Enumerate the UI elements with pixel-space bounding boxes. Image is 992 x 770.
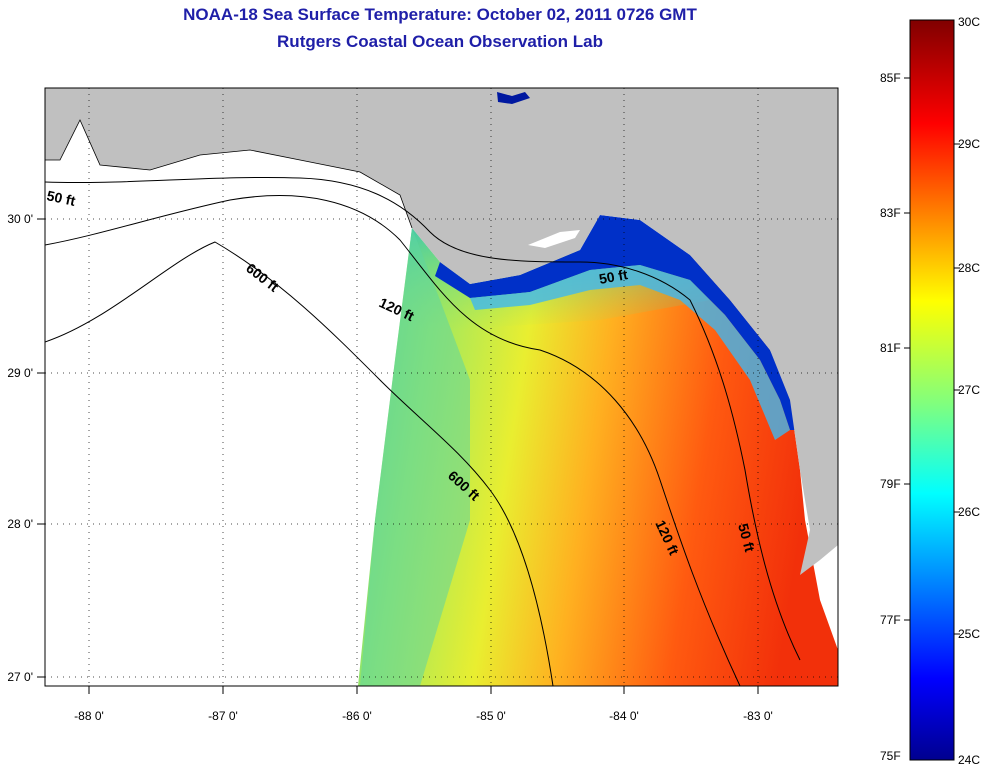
contour-120ft [45, 195, 741, 686]
colorbar-c-label: 28C [958, 261, 980, 275]
colorbar-c-label: 30C [958, 15, 980, 29]
lat-label: 30 0' [7, 212, 33, 226]
contour-label: 50 ft [735, 522, 758, 554]
nearshore-cyan-band [470, 265, 790, 440]
sst-swath [358, 228, 838, 686]
colorbar-f-label: 77F [880, 613, 901, 627]
graticule [45, 88, 838, 686]
colorbar-f-label: 85F [880, 71, 901, 85]
land [45, 88, 838, 575]
lon-label: -84 0' [609, 709, 639, 723]
lon-label: -88 0' [74, 709, 104, 723]
colorbar-f-label: 81F [880, 341, 901, 355]
axis-ticks [37, 218, 759, 694]
nearshore-cold-band [435, 215, 800, 430]
contour-label: 50 ft [45, 187, 77, 209]
lon-label: -87 0' [208, 709, 238, 723]
contour-600ft [45, 241, 554, 686]
colorbar-c-label: 29C [958, 137, 980, 151]
lon-label: -83 0' [743, 709, 773, 723]
coastline [45, 119, 413, 229]
colorbar-c-label: 27C [958, 383, 980, 397]
colorbar-f-label: 83F [880, 206, 901, 220]
lat-label: 28 0' [7, 517, 33, 531]
colorbar-c-label: 24C [958, 753, 980, 767]
colorbar-c-label: 25C [958, 627, 980, 641]
lat-label: 27 0' [7, 670, 33, 684]
sst-west-cool-band [360, 228, 470, 686]
colorbar-c-label: 26C [958, 505, 980, 519]
contour-label: 50 ft [598, 266, 629, 287]
map-subtitle: Rutgers Coastal Ocean Observation Lab [277, 32, 603, 51]
colorbar [909, 19, 955, 761]
colorbar-f-label: 75F [880, 749, 901, 763]
lon-label: -86 0' [342, 709, 372, 723]
lake [497, 92, 530, 104]
map-frame [44, 87, 839, 687]
colorbar-ticks [904, 77, 960, 635]
barrier-island [528, 230, 580, 248]
map-title: NOAA-18 Sea Surface Temperature: October… [183, 5, 697, 24]
colorbar-f-label: 79F [880, 477, 901, 491]
contour-50ft [45, 176, 801, 661]
lon-label: -85 0' [476, 709, 506, 723]
lat-label: 29 0' [7, 366, 33, 380]
